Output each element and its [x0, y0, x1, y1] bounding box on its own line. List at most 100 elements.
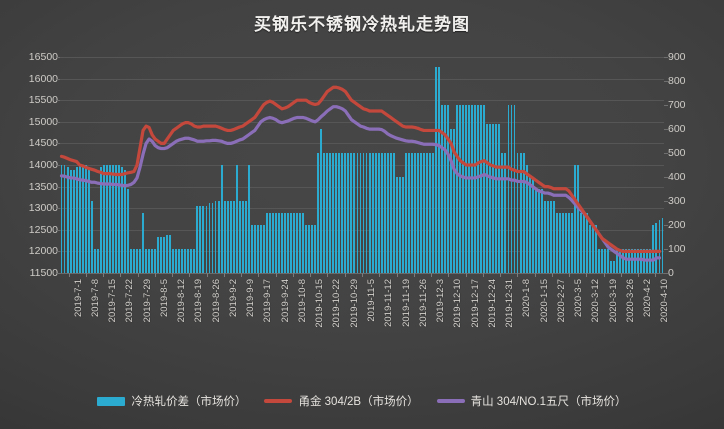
x-axis-tick-label: 2019-11-5: [366, 279, 377, 322]
bar: [435, 66, 437, 273]
y-axis-left-tick-label: 11500: [29, 267, 58, 279]
bar: [474, 105, 477, 273]
y-axis-left-tick-label: 16500: [28, 51, 58, 63]
bar: [250, 225, 253, 273]
bar: [120, 167, 123, 273]
bar: [305, 225, 308, 273]
x-axis-tick-label: 2019-12-31: [504, 279, 516, 328]
y-axis-right-tick-mark: [664, 177, 668, 178]
x-axis-tick-label: 2019-9-2: [227, 279, 239, 318]
x-axis-tick-mark: [154, 273, 156, 277]
bar: [425, 153, 428, 273]
bar: [175, 249, 178, 273]
gridline: [60, 57, 664, 58]
bar: [96, 249, 99, 273]
bar: [323, 153, 326, 273]
bar: [235, 165, 238, 273]
bar: [271, 213, 274, 273]
bar: [362, 153, 365, 273]
bar: [640, 249, 643, 273]
bar: [344, 153, 347, 273]
x-axis-tick-mark: [68, 273, 70, 277]
bar: [428, 153, 431, 273]
bar: [567, 213, 570, 273]
bar: [226, 201, 229, 273]
bar: [386, 153, 389, 273]
gridline: [60, 143, 664, 145]
bar: [90, 201, 93, 273]
bar: [531, 177, 534, 273]
bar: [214, 201, 217, 273]
bar: [486, 124, 489, 273]
bar: [498, 124, 501, 273]
y-axis-right-tick-mark: [664, 225, 668, 226]
bar: [139, 249, 141, 273]
bar: [69, 169, 72, 273]
x-axis-tick-mark: [586, 273, 588, 277]
x-axis-tick-label: 2019-10-29: [348, 279, 360, 328]
bar: [157, 237, 160, 273]
bar: [123, 169, 126, 273]
bar: [380, 153, 383, 273]
bar: [410, 153, 413, 273]
bar: [661, 217, 664, 273]
bar: [187, 249, 190, 273]
bar: [613, 261, 616, 273]
bar: [163, 237, 166, 273]
x-axis-tick-label: 2019-9-9: [245, 279, 257, 318]
bar: [537, 189, 540, 273]
bar: [534, 189, 537, 273]
bar: [392, 153, 395, 273]
y-axis-left-tick-label: 14000: [28, 159, 58, 171]
bar: [296, 213, 299, 273]
bar: [628, 249, 631, 273]
bar: [133, 249, 135, 273]
bar: [516, 153, 519, 273]
bar: [543, 201, 546, 273]
legend-item[interactable]: 甬金 304/2B（市场价）: [264, 393, 419, 409]
x-axis-tick-label: 2019-8-12: [176, 279, 188, 323]
bar: [108, 165, 111, 273]
bar: [184, 249, 187, 273]
bar: [320, 129, 323, 273]
bar: [604, 249, 607, 273]
bar: [299, 213, 302, 273]
y-axis-right-tick-label: 500: [668, 147, 686, 159]
x-axis-tick-mark: [551, 273, 553, 277]
bar: [169, 234, 172, 273]
x-axis-tick-mark: [638, 273, 640, 277]
bar: [84, 165, 87, 273]
bar: [314, 225, 317, 273]
x-axis-tick-label: 2019-7-15: [107, 279, 119, 323]
x-axis-tick-label: 2019-7-29: [141, 279, 153, 323]
legend-item[interactable]: 冷热轧价差（市场价）: [97, 393, 246, 409]
bar: [290, 213, 292, 273]
bar: [350, 153, 353, 273]
bar: [579, 213, 582, 273]
bar: [555, 213, 558, 273]
gridline: [60, 165, 664, 166]
bar: [465, 105, 468, 273]
bar: [293, 213, 295, 273]
bar: [552, 201, 555, 273]
y-axis-left-tick-label: 12000: [28, 245, 58, 258]
bar: [60, 165, 63, 273]
bar: [114, 165, 117, 273]
bar: [244, 201, 247, 273]
y-axis-right-tick-label: 700: [668, 99, 686, 111]
gridline: [60, 121, 664, 123]
y-axis-left-tick-label: 15000: [28, 115, 58, 128]
legend-item[interactable]: 青山 304/NO.1五尺（市场价）: [436, 393, 627, 409]
bar: [416, 153, 419, 273]
bar: [558, 213, 561, 273]
y-axis-right-tick-label: 0: [668, 267, 674, 279]
x-axis-tick-mark: [327, 273, 329, 277]
x-axis-tick-label: 2019-10-22: [331, 279, 343, 328]
bar: [154, 249, 157, 273]
line-yongjin-304-2b: [59, 85, 662, 253]
x-axis-tick-label: 2019-9-17: [262, 279, 274, 323]
bar: [196, 205, 199, 273]
bar: [238, 201, 241, 273]
gridline: [60, 78, 664, 80]
bar: [510, 105, 513, 273]
